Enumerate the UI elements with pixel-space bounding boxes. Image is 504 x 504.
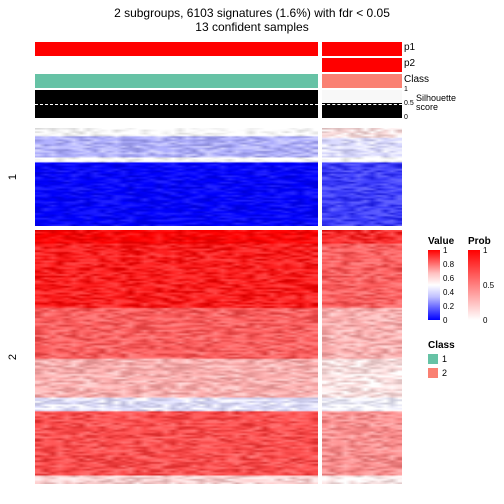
legend-value-tick: 0.6	[443, 274, 454, 283]
legend-value-tick: 1	[443, 246, 447, 255]
row-label-2: 2	[7, 354, 19, 360]
annot-label-silhouette: Silhouettescore	[416, 94, 476, 112]
annot-class-block2	[322, 74, 402, 88]
annot-p2-block1	[35, 58, 318, 72]
title-line1: 2 subgroups, 6103 signatures (1.6%) with…	[0, 6, 504, 20]
legend-class-label: 1	[442, 354, 447, 364]
legend-value-tick: 0.2	[443, 302, 454, 311]
legend-swatch	[428, 368, 438, 378]
chart-title: 2 subgroups, 6103 signatures (1.6%) with…	[0, 0, 504, 34]
silhouette-tick: 0.5	[404, 100, 414, 107]
silhouette-block1	[35, 90, 318, 118]
silhouette-tick: 1	[404, 86, 408, 93]
legend-class-item: 1	[428, 354, 447, 364]
legend-prob-tick: 1	[483, 246, 487, 255]
annot-p1-block2	[322, 42, 402, 56]
legend-prob-tick: 0.5	[483, 281, 494, 290]
legend-value-tick: 0.4	[443, 288, 454, 297]
row-label-1: 1	[7, 174, 19, 180]
annot-class-block1	[35, 74, 318, 88]
silhouette-block2	[322, 90, 402, 118]
legend-class-title: Class	[428, 340, 455, 351]
heatmap-g1-b2	[322, 128, 402, 226]
heatmap-g2-b1	[35, 230, 318, 484]
legend-class-label: 2	[442, 368, 447, 378]
heatmap-g2-b2	[322, 230, 402, 484]
legend-value-tick: 0	[443, 316, 447, 325]
legend-value-tick: 0.8	[443, 260, 454, 269]
title-line2: 13 confident samples	[0, 20, 504, 34]
legend-swatch	[428, 354, 438, 364]
legend-prob-bar	[468, 250, 480, 320]
legend-value-bar	[428, 250, 440, 320]
legend-value-title: Value	[428, 236, 454, 247]
legend-prob-tick: 0	[483, 316, 487, 325]
heatmap-g1-b1	[35, 128, 318, 226]
annot-p2-block2	[322, 58, 402, 72]
annot-label-p1: p1	[404, 42, 415, 53]
annot-p1-block1	[35, 42, 318, 56]
annot-label-p2: p2	[404, 58, 415, 69]
silhouette-tick: 0	[404, 114, 408, 121]
annot-label-class: Class	[404, 74, 429, 85]
legend-class-item: 2	[428, 368, 447, 378]
